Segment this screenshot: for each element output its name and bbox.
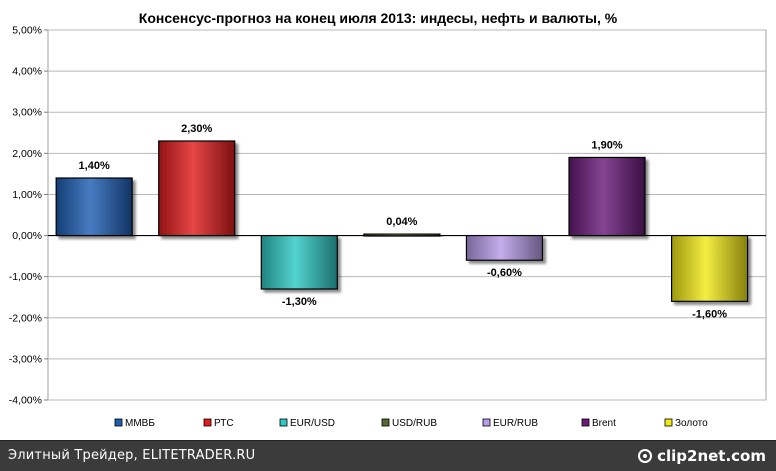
bar-EUR/USD [260,234,338,290]
y-tick-label: 1,00% [12,189,42,201]
legend-swatch [664,418,673,427]
watermark-text: clip2net.com [657,447,766,465]
y-tick-label: 3,00% [12,107,42,119]
bars [55,140,749,302]
data-label: -1,60% [692,308,727,320]
data-label: -1,30% [282,296,317,308]
data-label: -0,60% [487,267,522,279]
bar-ММВБ [55,177,133,237]
y-tick-label: 5,00% [12,25,42,37]
footer-caption: Элитный Трейдер, ELITETRADER.RU [8,448,256,463]
footer-bar: Элитный Трейдер, ELITETRADER.RU clip2net… [0,440,776,471]
y-axis-tick-labels: 5,00% 4,00% 3,00% 2,00% 1,00% 0,00% -1,00% -2,0… [9,25,48,407]
chart-area: Консенсус-прогноз на конец июля 2013: ин… [9,10,767,429]
legend-label: ММВБ [125,418,155,429]
bar-Brent [568,156,646,237]
legend-label: Brent [592,418,616,429]
data-label: 0,04% [386,216,417,228]
legend: ММВБ РТС EUR/USD USD/RUB EUR/RUB Brent Золото [114,418,708,429]
y-tick-label: 0,00% [12,230,42,242]
data-label: 2,30% [181,123,212,135]
legend-swatch [114,418,123,427]
y-tick-label: -4,00% [9,395,42,407]
data-labels: 1,40% 2,30% -1,30% 0,04% -0,60% 1,90% -1,60% [79,123,728,320]
legend-label: РТС [214,418,234,429]
bar-РТС [158,140,236,237]
clip2net-logo-icon [638,449,653,463]
legend-swatch [279,418,288,427]
bar-USD/RUB [363,233,441,237]
data-label: 1,90% [591,139,622,151]
y-tick-label: 4,00% [12,66,42,78]
legend-label: Золото [675,418,708,429]
y-tick-label: -3,00% [9,353,42,365]
watermark: clip2net.com [638,445,766,467]
legend-swatch [581,418,590,427]
y-tick-label: -1,00% [9,271,42,283]
y-tick-label: 2,00% [12,148,42,160]
bar-Золото [670,234,749,302]
bar-EUR/RUB [465,234,544,261]
legend-swatch [381,418,390,427]
legend-label: EUR/USD [290,418,335,429]
chart-title: Консенсус-прогноз на конец июля 2013: ин… [139,10,618,26]
y-tick-label: -2,00% [9,312,42,324]
legend-label: USD/RUB [392,418,437,429]
data-label: 1,40% [79,160,110,172]
legend-swatch [203,418,212,427]
legend-swatch [482,418,491,427]
legend-label: EUR/RUB [493,418,538,429]
bar-chart: Консенсус-прогноз на конец июля 2013: ин… [9,10,767,429]
gridlines [48,29,766,401]
